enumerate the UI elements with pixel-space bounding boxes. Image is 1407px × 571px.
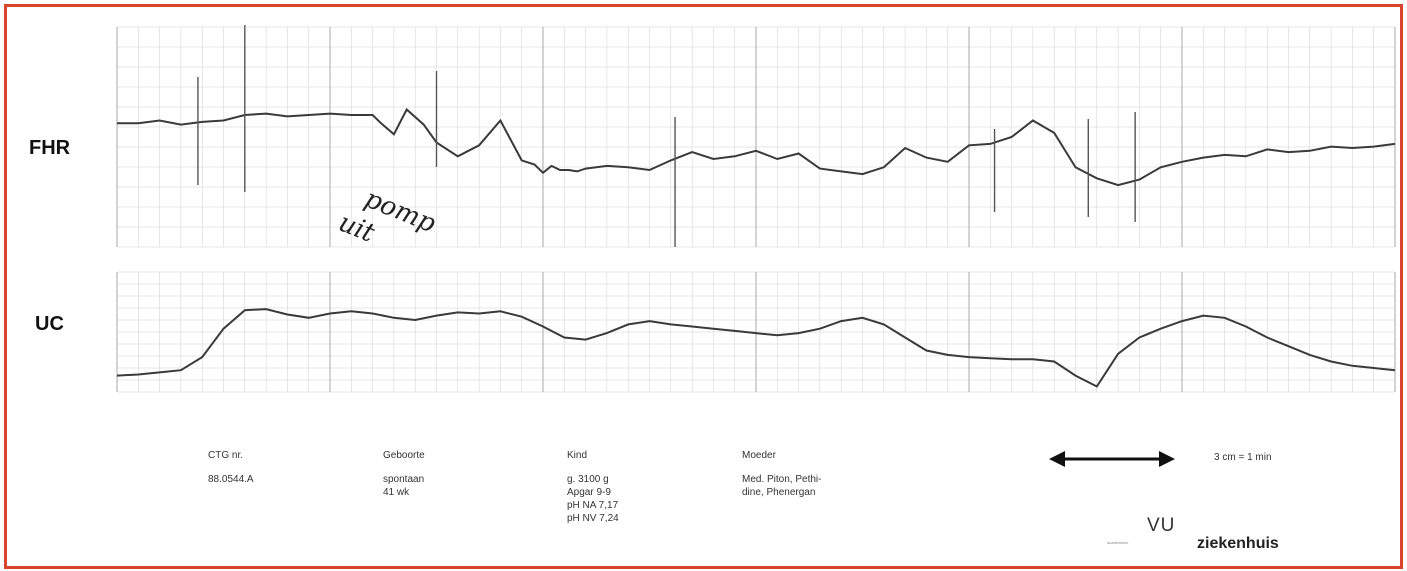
scale-arrow bbox=[1049, 451, 1175, 467]
ctg-chart: pomp uit bbox=[116, 25, 1396, 467]
kind-heading: Kind bbox=[567, 450, 588, 461]
geboorte-line: 41 wk bbox=[383, 487, 410, 498]
moeder-line: dine, Phenergan bbox=[742, 487, 816, 498]
info-ctg: CTG nr. 88.0544.A bbox=[208, 449, 254, 486]
info-kind: Kind g. 3100 g Apgar 9-9 pH NA 7,17 pH N… bbox=[567, 449, 619, 525]
moeder-heading: Moeder bbox=[742, 450, 776, 461]
uc-grid bbox=[116, 271, 1396, 393]
kind-line: g. 3100 g bbox=[567, 474, 609, 485]
ctg-heading: CTG nr. bbox=[208, 450, 244, 461]
figure-frame: pomp uit FHR UC CTG nr. 88.0544.A Geboor… bbox=[4, 4, 1403, 569]
kind-line: Apgar 9-9 bbox=[567, 487, 611, 498]
geboorte-line: spontaan bbox=[383, 474, 425, 485]
fhr-trace bbox=[117, 107, 1396, 187]
geboorte-heading: Geboorte bbox=[383, 450, 425, 461]
ctg-value: 88.0544.A bbox=[208, 474, 254, 485]
info-moeder: Moeder Med. Piton, Pethi- dine, Phenerga… bbox=[742, 449, 821, 499]
brand-ziekenhuis: ziekenhuis bbox=[1197, 535, 1279, 552]
info-geboorte: Geboorte spontaan 41 wk bbox=[383, 449, 425, 499]
kind-line: pH NV 7,24 bbox=[567, 513, 619, 524]
uc-label: UC bbox=[35, 313, 64, 335]
artifact-spikes bbox=[197, 25, 1136, 247]
uc-trace bbox=[116, 308, 1396, 388]
moeder-line: Med. Piton, Pethi- bbox=[742, 474, 822, 485]
fhr-label: FHR bbox=[29, 137, 71, 159]
scale-label: 3 cm = 1 min bbox=[1214, 452, 1272, 463]
kind-line: pH NA 7,17 bbox=[567, 500, 619, 511]
fhr-grid bbox=[116, 26, 1396, 248]
brand-vu: VU bbox=[1147, 515, 1176, 536]
brand-small-text: academisch bbox=[1107, 540, 1129, 545]
